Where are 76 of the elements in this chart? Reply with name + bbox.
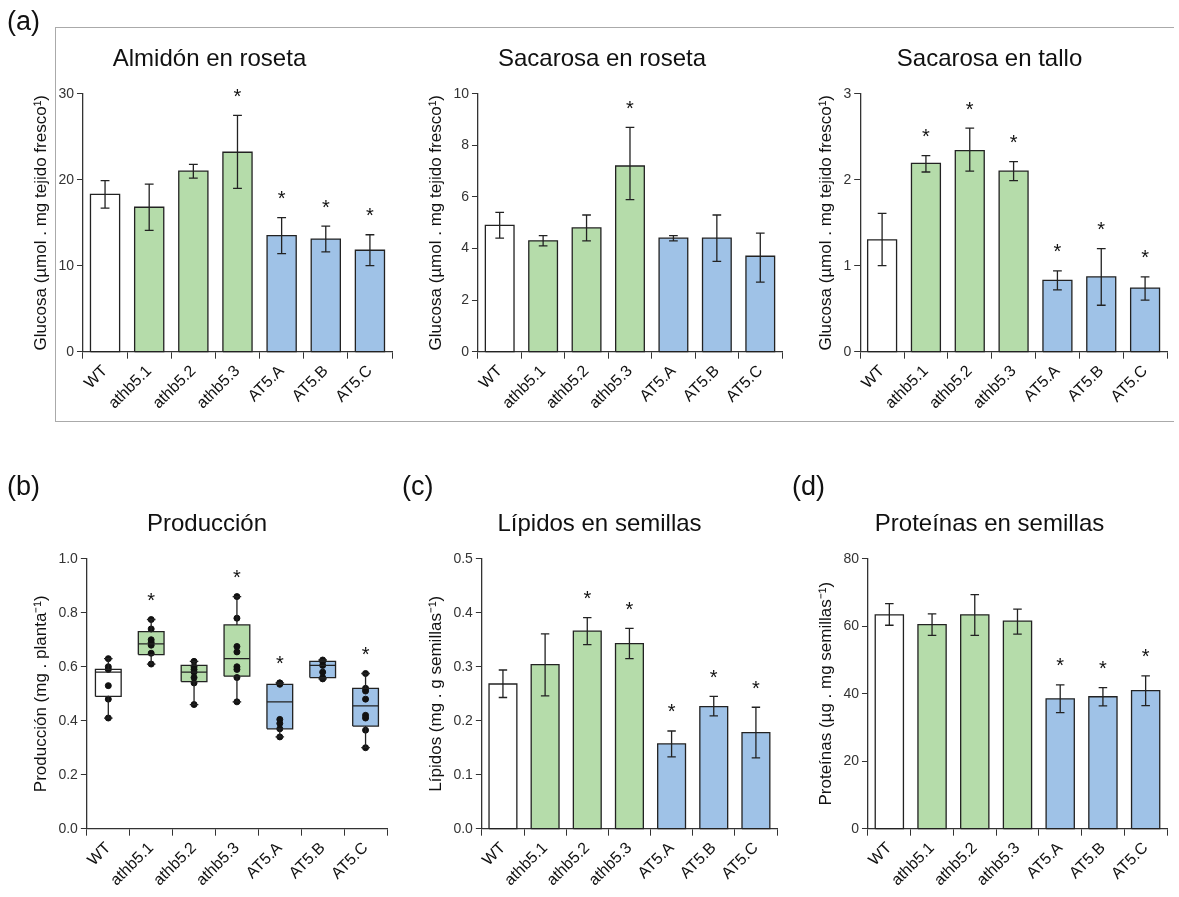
text: * [147, 589, 156, 612]
y-axis-title: Proteínas (µg . mg semillas⁻¹) [815, 581, 835, 806]
y-tick-label: 0.2 [58, 765, 79, 782]
y-tick-label: 60 [843, 617, 860, 634]
data-label: * [321, 195, 330, 218]
y-tick-label: 3 [843, 84, 852, 101]
y-axis-title: Glucosa (µmol . mg tejido fresco¹) [425, 95, 445, 351]
data-label: * [277, 187, 286, 210]
data-label: * [1009, 131, 1018, 154]
data-label: * [1099, 657, 1108, 680]
y-tick-label: 30 [58, 84, 75, 101]
data-label: * [1141, 246, 1150, 269]
x-tick-label: WT [80, 361, 111, 392]
y-tick-label: 80 [843, 549, 860, 566]
y-tick-label: 8 [461, 136, 470, 153]
data-label: * [1053, 240, 1062, 263]
data-label: * [583, 587, 592, 610]
x-tick-label: WT [864, 838, 895, 869]
y-tick-label: 0 [851, 819, 860, 836]
data-label: * [233, 84, 242, 107]
y-tick-label: 0.6 [58, 657, 79, 674]
x-tick-label: WT [83, 838, 114, 869]
y-tick-label: 0.2 [453, 711, 474, 728]
text: * [233, 566, 241, 589]
y-tick-label: 6 [461, 187, 470, 204]
y-axis-title: Glucosa (µmol . mg tejido fresco¹) [30, 95, 50, 351]
text: (a) [7, 5, 40, 36]
text: (b) [7, 470, 40, 501]
data-label: * [625, 597, 634, 620]
y-tick-label: 4 [461, 239, 470, 256]
data-label: * [752, 676, 761, 699]
y-tick-label: 0.4 [58, 711, 79, 728]
y-tick-label: 2 [461, 290, 470, 307]
y-axis-title: Lípidos (mg . g semillas⁻¹) [425, 595, 445, 792]
text: (c) [402, 470, 434, 501]
chart-title: Producción [146, 509, 268, 537]
y-tick-label: 2 [843, 170, 852, 187]
y-tick-label: 10 [453, 84, 470, 101]
y-tick-label: 20 [843, 752, 860, 769]
data-label: * [965, 97, 974, 120]
x-tick-label: WT [478, 838, 509, 869]
y-tick-label: 0 [843, 342, 852, 359]
y-tick-label: 1.0 [58, 549, 79, 566]
y-tick-label: 0 [461, 342, 470, 359]
data-label: * [1056, 654, 1065, 677]
y-tick-label: 0.5 [453, 549, 474, 566]
y-tick-label: 40 [843, 684, 860, 701]
data-label: * [922, 125, 931, 148]
x-tick-label: WT [857, 361, 888, 392]
data-label: * [667, 700, 676, 723]
data-label: * [1097, 218, 1106, 241]
text: * [275, 652, 284, 675]
text: * [361, 643, 370, 666]
y-tick-label: 10 [58, 256, 75, 273]
chart-title: Lípidos en semillas [497, 509, 702, 537]
data-label: * [626, 96, 635, 119]
y-tick-label: 1 [843, 256, 852, 273]
text: (d) [792, 470, 825, 501]
y-tick-label: 0.0 [58, 819, 79, 836]
chart-title: Sacarosa en tallo [896, 44, 1083, 72]
data-label: * [709, 665, 718, 688]
x-tick-label: WT [475, 361, 506, 392]
y-axis-title: Producción (mg . planta⁻¹) [30, 595, 50, 793]
y-tick-label: 0.3 [453, 657, 474, 674]
y-axis-title: Glucosa (µmol . mg tejido fresco¹) [815, 95, 835, 351]
data-label: * [1141, 645, 1150, 668]
y-tick-label: 0.0 [453, 819, 474, 836]
y-tick-label: 0 [66, 342, 75, 359]
chart-title: Proteínas en semillas [874, 509, 1105, 537]
y-tick-label: 0.1 [453, 765, 474, 782]
data-label: * [366, 204, 375, 227]
chart-title: Sacarosa en roseta [497, 44, 707, 72]
y-tick-label: 20 [58, 170, 75, 187]
chart-title: Almidón en roseta [112, 44, 307, 72]
y-tick-label: 0.8 [58, 603, 79, 620]
y-tick-label: 0.4 [453, 603, 474, 620]
